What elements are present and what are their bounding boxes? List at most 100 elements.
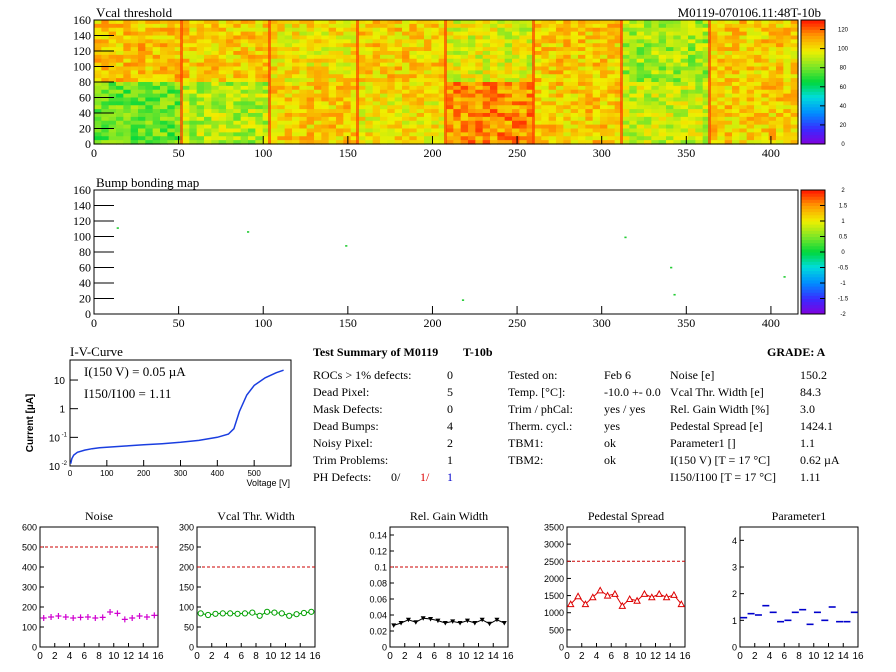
heatmap-cell [600,120,608,126]
heatmap-cell [519,23,528,29]
noise-marker [77,614,84,621]
heatmap-cell [497,39,506,44]
heatmap-colorbar-swatch [801,26,825,30]
heatmap-cell [622,136,630,141]
bump-ytick-label: 20 [79,292,91,306]
heatmap-cell [204,128,212,133]
heatmap-cell [94,128,102,133]
heatmap-cell [768,47,777,52]
heatmap-cell [431,43,440,48]
summary-right-label: I(150 V) [T = 17 °C] [670,453,771,467]
heatmap-cell [431,120,440,126]
heatmap-cell [336,43,344,48]
heatmap-cell [666,58,674,64]
heatmap-cell [512,74,520,79]
heatmap-cell [578,27,586,33]
heatmap-cell [680,43,689,48]
heatmap-cell [328,120,337,126]
heatmap-cell [783,136,792,141]
heatmap-cell [108,113,117,118]
heatmap-cell [233,82,242,87]
heatmap-cell [424,89,432,95]
heatmap-cell [343,113,352,118]
heatmap-cell [211,101,220,106]
summary-tag: T-10b [463,345,493,359]
heatmap-cell [695,31,704,37]
heatmap-cell [416,74,425,79]
heatmap-cell [438,132,447,137]
heatmap-cell [270,82,278,87]
heatmap-cell [233,43,242,48]
heatmap-cell [746,124,755,130]
heatmap-cell [607,82,616,87]
heatmap-cell [754,128,762,133]
heatmap-cell [746,31,755,37]
heatmap-colorbar-tick-label: 100 [838,47,849,53]
heatmap-cell [321,62,330,68]
heatmap-cell [233,35,242,40]
heatmap-cell [754,23,762,29]
heatmap-cell [226,54,234,60]
heatmap-cell [189,47,198,52]
heatmap-cell [336,136,344,141]
heatmap-cell [746,51,755,56]
heatmap-cell [761,97,770,102]
heatmap-cell [438,113,447,118]
heatmap-cell [629,54,638,60]
heatmap-cell [636,113,645,118]
heatmap-cell [328,132,337,137]
heatmap-cell [651,97,660,102]
bump-colorbar-swatch [801,261,825,265]
heatmap-cell [710,101,718,106]
heatmap-cell [754,120,762,126]
heatmap-cell [314,47,322,52]
heatmap-cell [790,27,799,33]
heatmap-cell [350,27,359,33]
heatmap-cell [240,51,249,56]
heatmap-cell [321,43,330,48]
heatmap-cell [746,43,755,48]
bump-plot-area [94,190,798,314]
heatmap-cell [490,82,498,87]
heatmap-colorbar-swatch [801,75,825,80]
heatmap-cell [688,27,696,33]
heatmap-cell [277,120,286,126]
heatmap-cell [167,70,176,75]
heatmap-cell [248,51,256,56]
heatmap-cell [336,105,344,110]
heatmap-cell [446,70,454,75]
heatmap-cell [101,120,110,126]
heatmap-cell [453,116,462,122]
heatmap-cell [600,85,608,91]
parameter1-xtick-label: 12 [823,651,835,662]
heatmap-cell [680,47,689,52]
heatmap-cell [570,54,579,60]
heatmap-cell [226,51,234,56]
heatmap-cell [277,140,286,145]
heatmap-cell [592,47,601,52]
heatmap-cell [116,124,124,130]
heatmap-cell [358,39,366,44]
heatmap-cell [416,132,425,137]
heatmap-cell [270,78,278,83]
heatmap-cell [174,82,183,87]
heatmap-cell [174,113,183,118]
bump-colorbar-swatch [801,214,825,219]
heatmap-cell [768,97,777,102]
heatmap-colorbar-swatch [801,35,825,40]
heatmap-cell [138,109,146,114]
heatmap-cell [138,62,146,68]
heatmap-cell [585,54,594,60]
heatmap-cell [160,54,168,60]
heatmap-cell [248,124,256,130]
heatmap-cell [358,105,366,110]
heatmap-cell [233,116,242,122]
heatmap-cell [262,66,271,71]
heatmap-cell [350,43,359,48]
parameter1-xtick-label: 6 [781,651,787,662]
heatmap-cell [277,93,286,99]
heatmap-cell [277,20,286,25]
heatmap-cell [336,82,344,87]
heatmap-cell [446,89,454,95]
heatmap-colorbar-tick-label: 80 [840,66,847,72]
